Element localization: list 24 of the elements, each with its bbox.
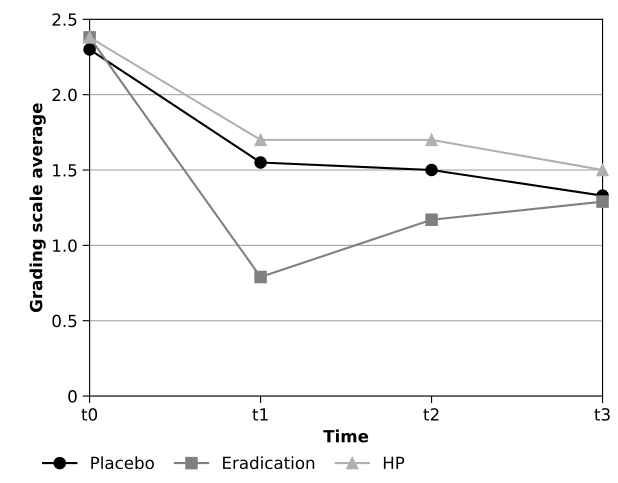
y-tick-label: 1.0 (53, 239, 77, 252)
point (254, 270, 267, 284)
point (254, 156, 267, 169)
point (596, 164, 609, 176)
y-tick-label: 2.5 (52, 13, 76, 26)
point (83, 43, 96, 56)
x-tick-label: t0 (81, 408, 98, 421)
point (425, 164, 438, 176)
y-tick-label: 0 (68, 390, 77, 403)
x-tick-label: t2 (423, 408, 438, 421)
x-axis-title: Time (323, 430, 368, 442)
x-tick-label: t1 (252, 408, 268, 421)
legend-label: HP (384, 456, 404, 469)
point (596, 195, 609, 208)
y-axis-title: Grading scale average (29, 103, 46, 312)
point (254, 134, 267, 146)
y-tick-label: 2.0 (52, 88, 77, 102)
point (425, 134, 438, 146)
legend-label: Placebo (91, 456, 154, 470)
y-tick-label: 1.5 (53, 164, 76, 177)
legend-label: Eradication (223, 456, 314, 470)
y-tick-label: 0.5 (52, 314, 76, 328)
x-tick-label: t3 (594, 408, 610, 421)
point (425, 213, 438, 226)
